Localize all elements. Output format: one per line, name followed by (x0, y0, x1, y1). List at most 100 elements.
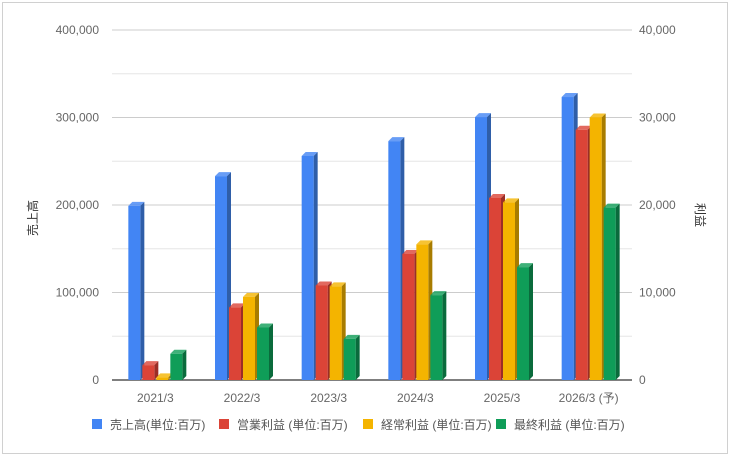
bar-0-1 (142, 361, 159, 380)
bar-top (156, 373, 173, 378)
bar-1-0 (215, 172, 231, 380)
legend-item: 経常利益 (単位:百万) (363, 417, 492, 432)
bar-side (140, 201, 145, 380)
bar-0-3 (170, 349, 187, 380)
legend-item: 営業利益 (単位:百万) (219, 417, 348, 432)
bar-1-2 (243, 292, 259, 380)
right-tick-label: 10,000 (639, 286, 676, 300)
bar-front (156, 377, 169, 380)
bar-top (301, 152, 318, 156)
category-label: 2022/3 (224, 391, 261, 405)
bar-5-1 (575, 125, 592, 380)
right-tick-label: 40,000 (639, 23, 676, 37)
bar-front (503, 202, 515, 380)
gridlines (112, 29, 632, 381)
legend-swatch (496, 419, 506, 429)
left-tick-label: 100,000 (56, 286, 100, 300)
bar-top (416, 240, 433, 245)
left-tick-label: 0 (92, 373, 99, 387)
bar-front (170, 353, 183, 380)
left-tick-label: 300,000 (56, 111, 100, 125)
bar-4-0 (475, 113, 491, 380)
bar-front (343, 338, 356, 380)
tick-labels: 0 100,000 200,000 300,000 400,000 0 10,000 20,0… (56, 23, 676, 405)
right-tick-label: 0 (639, 373, 646, 387)
bar-top (575, 125, 592, 130)
bar-top (315, 281, 332, 286)
bar-5-2 (589, 113, 606, 380)
bar-4-2 (503, 198, 519, 380)
bar-top (475, 113, 491, 118)
bar-2-2 (329, 282, 346, 380)
bar-front (315, 285, 328, 380)
bar-side (529, 263, 533, 380)
chart-frame (2, 2, 728, 454)
category-label: 2021/3 (137, 391, 174, 405)
legend-item: 最終利益 (単位:百万) (496, 417, 625, 432)
legend-item: 売上高(単位:百万) (92, 417, 205, 432)
bar-top (589, 113, 606, 118)
bar-front (388, 141, 401, 380)
bar-top (128, 201, 145, 206)
bar-0-2 (156, 373, 173, 380)
bar-1-3 (257, 323, 273, 380)
bar-5-3 (603, 203, 620, 380)
bar-3-3 (430, 291, 447, 380)
bar-top (243, 292, 259, 297)
bar-top (142, 361, 159, 366)
bar-2-3 (343, 334, 360, 380)
legend-label: 最終利益 (単位:百万) (514, 417, 625, 432)
bar-0-0 (128, 201, 145, 380)
bar-front (575, 129, 588, 380)
bar-top (503, 198, 519, 203)
right-tick-label: 30,000 (639, 111, 676, 125)
legend-label: 営業利益 (単位:百万) (237, 417, 348, 432)
legend-label: 売上高(単位:百万) (110, 417, 205, 432)
bar-front (329, 286, 342, 380)
bar-top (402, 250, 419, 254)
bar-top (388, 137, 405, 142)
bar-top (430, 291, 447, 296)
bar-2-0 (301, 152, 318, 380)
bar-front (603, 207, 616, 380)
bar-top (603, 203, 620, 208)
bar-3-0 (388, 137, 405, 380)
bar-top (170, 349, 187, 354)
bar-front (229, 307, 241, 380)
bar-front (475, 117, 487, 380)
bar-front (142, 365, 155, 380)
bar-top (257, 323, 273, 328)
bar-top (215, 172, 231, 177)
bar-front (517, 267, 529, 380)
legend-swatch (219, 419, 229, 429)
bar-4-3 (517, 263, 533, 380)
bar-front (257, 327, 269, 380)
bar-top (489, 194, 505, 198)
bar-front (301, 156, 314, 380)
bar-3-1 (402, 250, 419, 380)
bar-top (561, 93, 578, 98)
bar-side (154, 361, 159, 380)
bar-front (416, 244, 429, 380)
bar-front (215, 176, 227, 380)
left-tick-label: 200,000 (56, 198, 100, 212)
bars (128, 93, 620, 381)
bar-front (243, 296, 255, 380)
legend-swatch (363, 419, 373, 429)
bar-top (329, 282, 346, 287)
bar-front (128, 205, 141, 380)
legend-label: 経常利益 (単位:百万) (381, 417, 492, 432)
bar-top (343, 334, 360, 339)
bar-side (615, 203, 620, 380)
bar-front (430, 295, 443, 380)
right-axis-title: 利益 (693, 203, 707, 227)
bar-front (589, 117, 602, 380)
legend-swatch (92, 419, 102, 429)
category-label: 2025/3 (484, 391, 521, 405)
category-label: 2024/3 (397, 391, 434, 405)
legend: 売上高(単位:百万) 営業利益 (単位:百万) 経常利益 (単位:百万) 最終利益 (… (92, 417, 625, 432)
bar-side (355, 334, 360, 380)
left-tick-label: 400,000 (56, 23, 100, 37)
category-label: 2026/3 (予) (559, 391, 619, 405)
